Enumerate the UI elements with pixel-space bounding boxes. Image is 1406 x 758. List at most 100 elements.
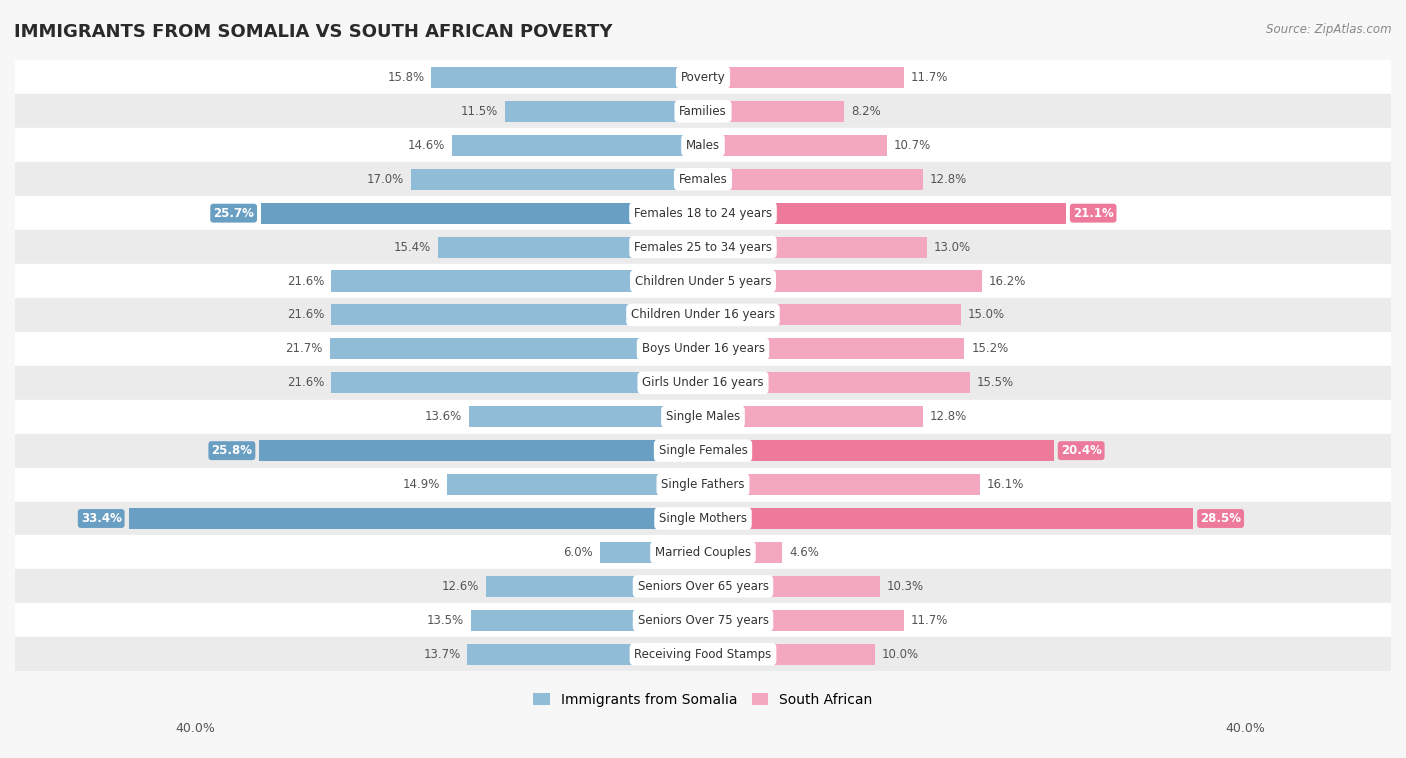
Bar (15, 468, 1391, 502)
Bar (600, 542, 703, 563)
Text: Females 18 to 24 years: Females 18 to 24 years (634, 207, 772, 220)
Bar (15, 230, 1391, 264)
Text: Single Fathers: Single Fathers (661, 478, 745, 491)
Bar (15, 603, 1391, 637)
Text: Families: Families (679, 105, 727, 118)
Bar (128, 508, 703, 529)
Bar (15, 196, 1391, 230)
Text: 15.0%: 15.0% (967, 309, 1005, 321)
Bar (703, 135, 887, 156)
Bar (332, 372, 703, 393)
Text: 8.2%: 8.2% (851, 105, 880, 118)
Bar (15, 162, 1391, 196)
Text: Children Under 16 years: Children Under 16 years (631, 309, 775, 321)
Bar (332, 305, 703, 325)
Text: 17.0%: 17.0% (367, 173, 404, 186)
Bar (703, 609, 904, 631)
Bar (439, 236, 703, 258)
Text: 13.0%: 13.0% (934, 240, 970, 254)
Bar (15, 298, 1391, 332)
Text: Receiving Food Stamps: Receiving Food Stamps (634, 648, 772, 661)
Text: 12.8%: 12.8% (929, 173, 967, 186)
Text: 10.7%: 10.7% (894, 139, 931, 152)
Text: Seniors Over 75 years: Seniors Over 75 years (637, 614, 769, 627)
Bar (262, 202, 703, 224)
Bar (451, 135, 703, 156)
Bar (470, 406, 703, 428)
Text: 11.5%: 11.5% (461, 105, 498, 118)
Text: 10.0%: 10.0% (882, 648, 920, 661)
Text: 28.5%: 28.5% (1201, 512, 1241, 525)
Text: Single Females: Single Females (658, 444, 748, 457)
Bar (15, 434, 1391, 468)
Text: 33.4%: 33.4% (80, 512, 122, 525)
Bar (15, 332, 1391, 366)
Text: 14.6%: 14.6% (408, 139, 446, 152)
Text: 16.1%: 16.1% (987, 478, 1024, 491)
Bar (703, 474, 980, 495)
Text: 11.7%: 11.7% (911, 71, 949, 84)
Bar (15, 95, 1391, 128)
Bar (703, 508, 1194, 529)
Bar (15, 128, 1391, 162)
Bar (703, 202, 1066, 224)
Text: Single Males: Single Males (666, 410, 740, 423)
Text: 6.0%: 6.0% (564, 546, 593, 559)
Text: Seniors Over 65 years: Seniors Over 65 years (637, 580, 769, 593)
Bar (505, 101, 703, 122)
Text: Females 25 to 34 years: Females 25 to 34 years (634, 240, 772, 254)
Bar (703, 236, 927, 258)
Bar (15, 502, 1391, 535)
Text: IMMIGRANTS FROM SOMALIA VS SOUTH AFRICAN POVERTY: IMMIGRANTS FROM SOMALIA VS SOUTH AFRICAN… (14, 23, 613, 41)
Text: 21.6%: 21.6% (287, 309, 325, 321)
Text: 12.6%: 12.6% (441, 580, 479, 593)
Bar (703, 271, 981, 292)
Bar (471, 609, 703, 631)
Bar (15, 637, 1391, 671)
Text: 25.8%: 25.8% (211, 444, 252, 457)
Text: 21.6%: 21.6% (287, 376, 325, 390)
Text: 40.0%: 40.0% (1226, 722, 1265, 735)
Bar (703, 338, 965, 359)
Text: Girls Under 16 years: Girls Under 16 years (643, 376, 763, 390)
Text: 16.2%: 16.2% (988, 274, 1026, 287)
Bar (330, 338, 703, 359)
Text: 13.7%: 13.7% (423, 648, 461, 661)
Bar (15, 569, 1391, 603)
Bar (15, 366, 1391, 399)
Text: 15.4%: 15.4% (394, 240, 432, 254)
Bar (259, 440, 703, 461)
Bar (703, 305, 960, 325)
Bar (332, 271, 703, 292)
Bar (15, 61, 1391, 95)
Bar (15, 399, 1391, 434)
Bar (15, 264, 1391, 298)
Legend: Immigrants from Somalia, South African: Immigrants from Somalia, South African (533, 693, 873, 707)
Bar (411, 169, 703, 190)
Text: 14.9%: 14.9% (402, 478, 440, 491)
Text: 21.6%: 21.6% (287, 274, 325, 287)
Text: 21.7%: 21.7% (285, 343, 323, 356)
Text: Females: Females (679, 173, 727, 186)
Bar (486, 576, 703, 597)
Text: Males: Males (686, 139, 720, 152)
Bar (703, 406, 924, 428)
Text: Married Couples: Married Couples (655, 546, 751, 559)
Text: Poverty: Poverty (681, 71, 725, 84)
Bar (703, 542, 782, 563)
Bar (703, 644, 875, 665)
Bar (703, 440, 1054, 461)
Text: 13.5%: 13.5% (427, 614, 464, 627)
Bar (703, 169, 924, 190)
Text: 21.1%: 21.1% (1073, 207, 1114, 220)
Bar (703, 101, 844, 122)
Text: 10.3%: 10.3% (887, 580, 924, 593)
Text: Source: ZipAtlas.com: Source: ZipAtlas.com (1267, 23, 1392, 36)
Bar (703, 67, 904, 88)
Text: Boys Under 16 years: Boys Under 16 years (641, 343, 765, 356)
Bar (467, 644, 703, 665)
Bar (432, 67, 703, 88)
Text: 20.4%: 20.4% (1060, 444, 1102, 457)
Text: 15.5%: 15.5% (977, 376, 1014, 390)
Bar (447, 474, 703, 495)
